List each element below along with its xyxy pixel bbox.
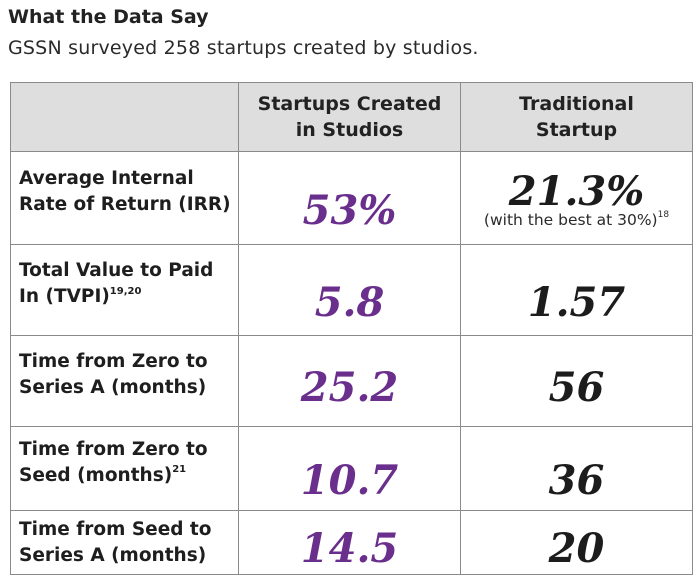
- row-label: Time from Zero to Seed (months)21: [10, 426, 239, 511]
- table-row: Time from Zero to Series A (months) 25.2…: [10, 335, 693, 427]
- header-row: Startups Created in Studios Traditional …: [10, 82, 693, 152]
- studio-value-cell: 5.8: [238, 244, 461, 336]
- traditional-value: 56: [548, 363, 605, 411]
- header-studio-line1: Startups Created: [257, 93, 442, 115]
- page-subtitle: GSSN surveyed 258 startups created by st…: [8, 37, 479, 59]
- header-studio: Startups Created in Studios: [238, 82, 461, 152]
- row-label-line1: Time from Zero to: [19, 351, 208, 372]
- traditional-value-cell: 36: [460, 426, 693, 511]
- header-traditional-line1: Traditional: [519, 93, 634, 115]
- row-label-line2: Series A (months): [19, 377, 207, 398]
- studio-value-cell: 53%: [238, 151, 461, 245]
- studio-value: 5.8: [314, 278, 385, 326]
- traditional-note-text: (with the best at 30%): [483, 210, 658, 229]
- studio-value: 10.7: [300, 457, 399, 504]
- row-label-line2: Series A (months): [19, 544, 207, 566]
- row-label: Time from Seed to Series A (months): [10, 510, 239, 575]
- row-label-line2: In (TVPI): [19, 286, 110, 307]
- footnote-ref: 19,20: [109, 285, 142, 297]
- page-title: What the Data Say: [8, 6, 209, 28]
- row-label-line1: Time from Seed to: [19, 518, 212, 540]
- row-label-line1: Total Value to Paid: [19, 260, 214, 281]
- traditional-value-cell: 1.57: [460, 244, 693, 336]
- studio-value: 14.5: [300, 525, 399, 572]
- traditional-value: 20: [548, 525, 605, 572]
- footnote-ref: 18: [657, 210, 670, 221]
- header-traditional-line2: Startup: [535, 119, 618, 141]
- traditional-value: 21.3%: [508, 167, 645, 215]
- studio-value: 53%: [302, 186, 397, 234]
- header-blank-cell: [10, 82, 239, 152]
- traditional-value-cell: 56: [460, 335, 693, 427]
- header-traditional: Traditional Startup: [460, 82, 693, 152]
- row-label: Time from Zero to Series A (months): [10, 335, 239, 427]
- row-label-line1: Time from Zero to: [19, 438, 208, 460]
- row-label-line1: Average Internal: [19, 168, 194, 189]
- studio-value-cell: 10.7: [238, 426, 461, 511]
- traditional-value-cell: 20: [460, 510, 693, 575]
- row-label-line2: Rate of Return (IRR): [19, 194, 231, 215]
- table-row: Total Value to Paid In (TVPI)19,20 5.8 1…: [10, 244, 693, 336]
- header-studio-line2: in Studios: [295, 119, 404, 141]
- traditional-value: 1.57: [527, 278, 626, 326]
- footnote-ref: 21: [172, 464, 187, 476]
- table-row: Time from Seed to Series A (months) 14.5…: [10, 510, 693, 575]
- table-row: Time from Zero to Seed (months)21 10.7 3…: [10, 426, 693, 511]
- row-label: Total Value to Paid In (TVPI)19,20: [10, 244, 239, 336]
- row-label-line2: Seed (months): [19, 464, 173, 486]
- studio-value: 25.2: [300, 363, 399, 411]
- traditional-value-cell: 21.3% (with the best at 30%)18: [460, 151, 693, 245]
- studio-value-cell: 25.2: [238, 335, 461, 427]
- table-row: Average Internal Rate of Return (IRR) 53…: [10, 151, 693, 245]
- traditional-note: (with the best at 30%)18: [461, 211, 692, 229]
- traditional-value: 36: [548, 457, 605, 504]
- comparison-table: Startups Created in Studios Traditional …: [10, 82, 693, 575]
- studio-value-cell: 14.5: [238, 510, 461, 575]
- row-label: Average Internal Rate of Return (IRR): [10, 151, 239, 245]
